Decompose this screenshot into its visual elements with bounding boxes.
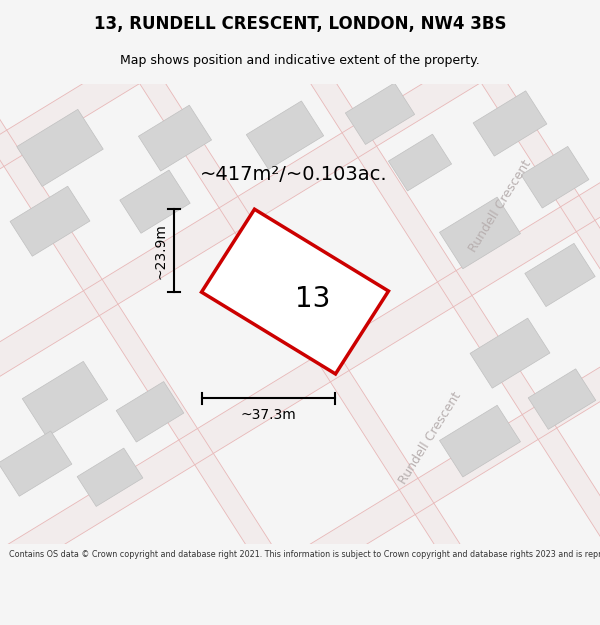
- Text: 13, RUNDELL CRESCENT, LONDON, NW4 3BS: 13, RUNDELL CRESCENT, LONDON, NW4 3BS: [94, 14, 506, 32]
- Polygon shape: [139, 105, 212, 171]
- Polygon shape: [120, 170, 190, 233]
- Polygon shape: [77, 448, 143, 506]
- Text: ~37.3m: ~37.3m: [241, 408, 296, 422]
- Polygon shape: [470, 318, 550, 388]
- Polygon shape: [452, 0, 600, 423]
- Polygon shape: [528, 369, 596, 429]
- Polygon shape: [22, 361, 108, 437]
- Polygon shape: [440, 197, 520, 269]
- Polygon shape: [79, 0, 521, 625]
- Text: ~417m²/~0.103ac.: ~417m²/~0.103ac.: [200, 165, 388, 184]
- Polygon shape: [116, 381, 184, 442]
- Polygon shape: [0, 118, 600, 609]
- Polygon shape: [0, 0, 600, 460]
- Polygon shape: [346, 83, 415, 144]
- Polygon shape: [325, 0, 600, 501]
- Polygon shape: [473, 91, 547, 156]
- Polygon shape: [388, 134, 452, 191]
- Text: Map shows position and indicative extent of the property.: Map shows position and indicative extent…: [120, 54, 480, 68]
- Polygon shape: [27, 251, 600, 625]
- Polygon shape: [521, 146, 589, 208]
- Polygon shape: [202, 209, 388, 374]
- Text: Contains OS data © Crown copyright and database right 2021. This information is : Contains OS data © Crown copyright and d…: [9, 550, 600, 559]
- Polygon shape: [0, 0, 530, 311]
- Polygon shape: [440, 405, 520, 477]
- Polygon shape: [10, 186, 90, 256]
- Text: Rundell Crescent: Rundell Crescent: [397, 390, 464, 487]
- Polygon shape: [202, 0, 600, 576]
- Polygon shape: [17, 109, 103, 186]
- Text: ~23.9m: ~23.9m: [154, 222, 167, 279]
- Polygon shape: [0, 59, 386, 625]
- Polygon shape: [0, 0, 440, 170]
- Text: Rundell Crescent: Rundell Crescent: [466, 158, 533, 255]
- Text: 13: 13: [295, 286, 331, 313]
- Polygon shape: [0, 431, 72, 496]
- Polygon shape: [525, 243, 595, 307]
- Polygon shape: [247, 101, 323, 169]
